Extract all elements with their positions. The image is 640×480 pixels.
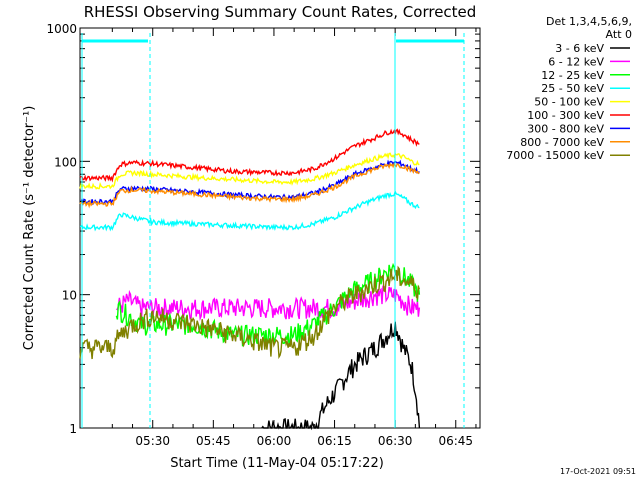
series-line-0 [261, 321, 421, 431]
y-axis-label: Corrected Count Rate (s⁻¹ detector⁻¹) [22, 106, 37, 351]
x-tick-label: 06:00 [257, 434, 292, 448]
legend-label: 25 - 50 keV [541, 82, 604, 95]
legend-label: 300 - 800 keV [527, 122, 604, 135]
y-tick-label: 10 [62, 289, 77, 303]
y-tick-label: 100 [54, 155, 77, 169]
x-axis-label: Start Time (11-May-04 05:17:22) [170, 456, 384, 471]
plot-frame [79, 27, 481, 429]
legend-label: 12 - 25 keV [541, 69, 604, 82]
y-tick-label: 1000 [46, 22, 77, 36]
legend-label: 7000 - 15000 keV [506, 149, 604, 162]
y-axis: 1 10 100 1000 [46, 22, 480, 436]
x-tick-label: 06:30 [378, 434, 413, 448]
timestamp: 17-Oct-2021 09:51 [560, 467, 636, 476]
legend-header-line2: Att 0 [606, 28, 632, 41]
x-tick-label: 05:30 [135, 434, 170, 448]
legend-label: 3 - 6 keV [555, 42, 604, 55]
x-axis: 05:30 05:45 06:00 06:15 06:30 06:45 [111, 28, 477, 448]
legend-label: 800 - 7000 keV [520, 136, 604, 149]
x-tick-label: 06:45 [438, 434, 473, 448]
series-line-8 [79, 265, 421, 360]
series-line-4 [79, 152, 420, 190]
legend-label: 50 - 100 keV [534, 96, 604, 109]
legend-header-line1: Det 1,3,4,5,6,9, [546, 15, 632, 28]
legend-label: 6 - 12 keV [548, 55, 604, 68]
legend-label: 100 - 300 keV [527, 109, 604, 122]
series-line-7 [79, 162, 420, 209]
x-tick-label: 05:45 [196, 434, 231, 448]
plot-area [79, 27, 481, 431]
observing-flags [81, 33, 465, 428]
chart-title: RHESSI Observing Summary Count Rates, Co… [84, 3, 477, 21]
series-line-5 [79, 128, 420, 183]
y-tick-label: 1 [69, 422, 77, 436]
x-tick-label: 06:15 [317, 434, 352, 448]
series-line-3 [79, 189, 420, 232]
